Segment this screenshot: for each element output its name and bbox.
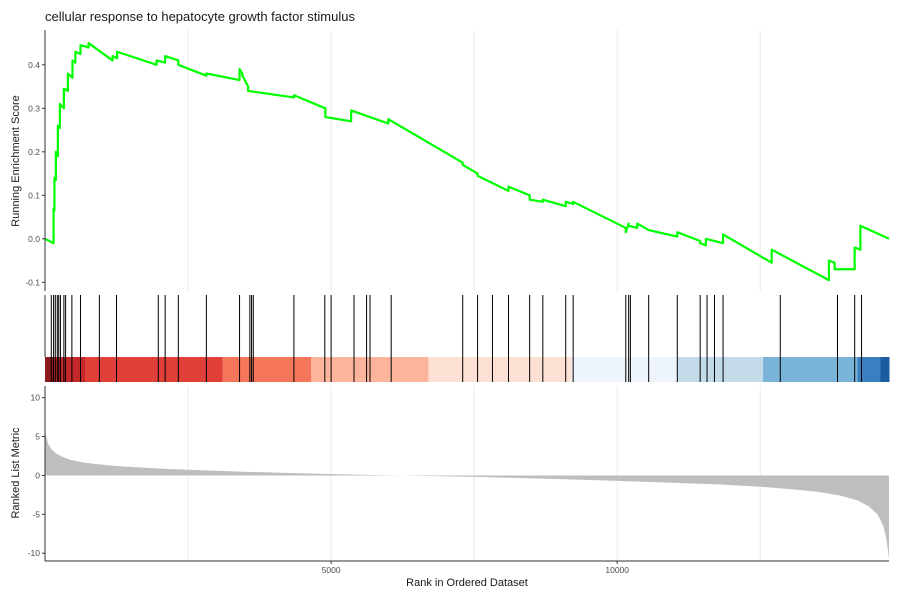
metric-y-tick-label-4: -10 [28,548,41,558]
x-tick-label-1: 10000 [605,565,629,575]
color-bar-segment-6 [571,357,678,382]
es-y-tick-label-0: -0.1 [25,277,40,287]
running-score-panel [44,41,890,282]
gene-hit-marks [50,295,863,382]
running-score-axis-title: Running Enrichment Score [10,95,22,226]
ranked-metric-panel [45,428,889,560]
color-bar-segment-0 [45,357,55,382]
color-bar-segment-10 [880,357,890,382]
chart-title: cellular response to hepatocyte growth f… [45,9,355,24]
color-bar-segment-2 [85,357,223,382]
es-y-tick-label-3: 0.2 [28,147,40,157]
es-y-tick-label-1: 0.0 [28,234,40,244]
axes-layer [44,30,889,562]
metric-y-tick-label-1: 5 [35,432,40,442]
x-tick-label-0: 5000 [322,565,341,575]
ranked-metric-area [45,428,889,560]
color-bar-segment-9 [857,357,881,382]
metric-y-tick-label-3: -5 [32,509,40,519]
es-y-tick-label-2: 0.1 [28,190,40,200]
x-axis-title: Rank in Ordered Dataset [406,577,528,589]
color-bar-segment-7 [677,357,764,382]
color-bar-segment-5 [428,357,572,382]
grid-layer [187,30,761,561]
metric-y-tick-label-0: 10 [31,393,41,403]
tick-labels: -0.1 0.0 0.1 0.2 0.3 0.4 10 5 0 -5 -10 5000 10000 [25,60,629,575]
color-bar-segment-3 [222,357,312,382]
color-bar [45,357,890,382]
metric-y-tick-label-2: 0 [35,470,40,480]
es-y-tick-label-5: 0.4 [28,60,40,70]
color-bar-segment-8 [763,357,859,382]
running-score-line [44,41,890,282]
es-y-tick-label-4: 0.3 [28,103,40,113]
ranked-metric-axis-title: Ranked List Metric [10,427,22,519]
